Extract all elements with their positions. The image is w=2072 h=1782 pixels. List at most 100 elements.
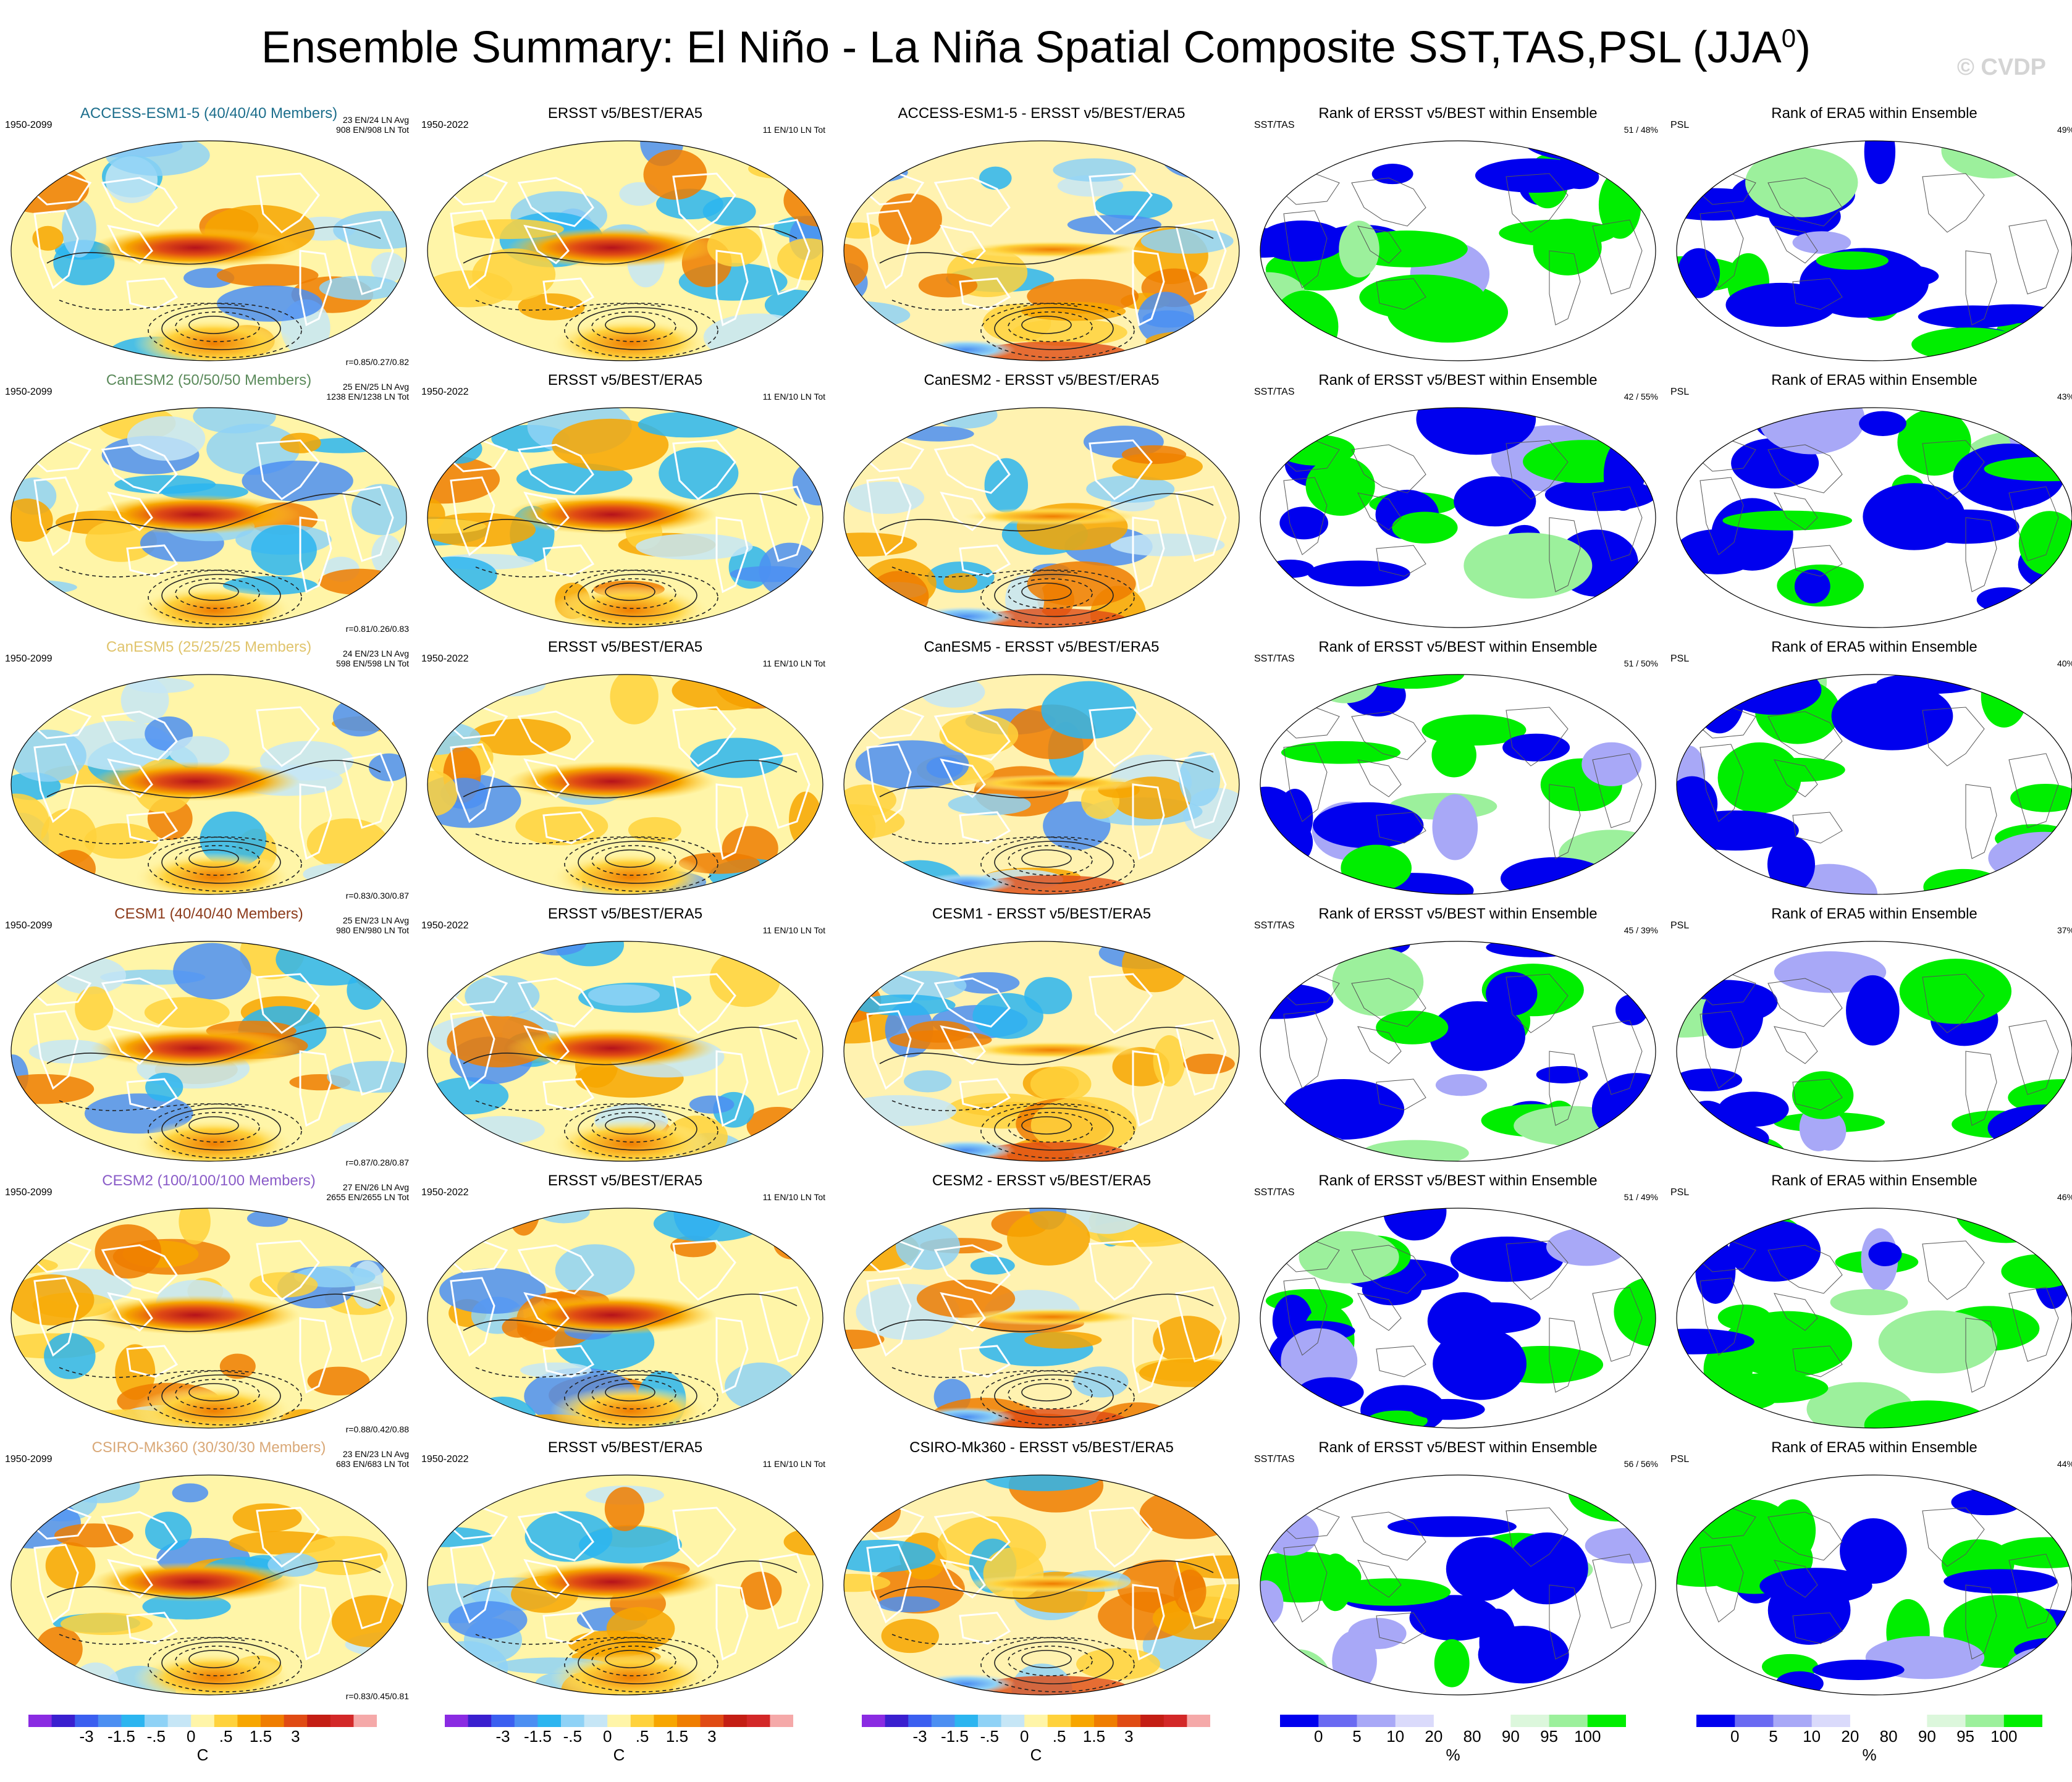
colorbar-swatch — [121, 1715, 145, 1727]
panel-title: CanESM5 (25/25/25 Members) — [106, 639, 312, 655]
panel-left-label: SST/TAS — [1254, 654, 1295, 664]
world-map — [1260, 674, 1656, 895]
panel-title: Rank of ERSST v5/BEST within Ensemble — [1318, 906, 1598, 922]
panel-title: CESM1 (40/40/40 Members) — [114, 906, 303, 922]
colorbar-swatch — [630, 1715, 654, 1727]
panel-left-label: 1950-2022 — [421, 387, 469, 397]
colorbar-swatch — [167, 1715, 192, 1727]
colorbar-tick-label: -1.5 — [940, 1727, 969, 1746]
colorbar-tick-label: 10 — [1803, 1727, 1821, 1746]
colorbar-swatch — [98, 1715, 122, 1727]
colorbar-swatch — [978, 1715, 1002, 1727]
panel-rank-sst-row-3: Rank of ERSST v5/BEST within Ensemble SST… — [1254, 639, 1662, 906]
panel-right-label: 56 / 56% — [1623, 1459, 1658, 1469]
panel-model-row-5: CESM2 (100/100/100 Members) 1950-2099 27 E… — [5, 1172, 413, 1439]
colorbar-swatch — [723, 1715, 748, 1727]
temperature-colorbar-1 — [28, 1715, 377, 1727]
world-map — [843, 140, 1240, 361]
panel-right-label: 45 / 39% — [1623, 925, 1658, 935]
panel-title: Rank of ERA5 within Ensemble — [1771, 105, 1977, 122]
world-map — [843, 674, 1240, 895]
panel-left-label: 1950-2022 — [421, 120, 469, 130]
panel-rank-sst-row-5: Rank of ERSST v5/BEST within Ensemble SST… — [1254, 1172, 1662, 1439]
panel-title: ACCESS-ESM1-5 (40/40/40 Members) — [80, 105, 338, 122]
colorbar-tick-label: 0 — [1730, 1727, 1740, 1746]
colorbar-swatch — [214, 1715, 238, 1727]
event-count-average: 23 EN/23 LN Avg — [342, 1449, 409, 1459]
colorbar-unit: % — [1446, 1746, 1460, 1764]
panel-title: ACCESS-ESM1-5 - ERSST v5/BEST/ERA5 — [898, 105, 1186, 122]
title-superscript: 0 — [1781, 23, 1796, 53]
colorbar-tick-label: -3 — [79, 1727, 94, 1746]
colorbar-swatch — [51, 1715, 75, 1727]
panel-left-label: 1950-2022 — [421, 920, 469, 931]
panel-title: ERSST v5/BEST/ERA5 — [547, 372, 703, 389]
colorbar-tick-label: -3 — [495, 1727, 510, 1746]
world-map — [427, 140, 823, 361]
colorbar-tick-label: 0 — [1019, 1727, 1029, 1746]
panel-diff-row-1: ACCESS-ESM1-5 - ERSST v5/BEST/ERA5 — [838, 105, 1245, 372]
world-map — [843, 941, 1240, 1162]
colorbar-swatch — [1280, 1715, 1319, 1727]
colorbar-swatch — [191, 1715, 215, 1727]
panel-title: Rank of ERSST v5/BEST within Ensemble — [1318, 639, 1598, 655]
event-count-total: 683 EN/683 LN Tot — [335, 1459, 409, 1469]
panel-right-label: 11 EN/10 LN Tot — [762, 1459, 825, 1469]
panel-diff-row-3: CanESM5 - ERSST v5/BEST/ERA5 — [838, 639, 1245, 906]
panel-title: ERSST v5/BEST/ERA5 — [547, 906, 703, 922]
panel-right-label: 51 / 50% — [1623, 658, 1658, 668]
panel-title: Rank of ERA5 within Ensemble — [1771, 639, 1977, 655]
colorbar-swatch — [1357, 1715, 1396, 1727]
colorbar-unit: % — [1862, 1746, 1877, 1764]
panel-title: CESM2 - ERSST v5/BEST/ERA5 — [932, 1172, 1152, 1189]
colorbar-swatch — [862, 1715, 886, 1727]
colorbar-swatch — [908, 1715, 932, 1727]
colorbar-unit: C — [196, 1746, 209, 1764]
panel-right-label: 11 EN/10 LN Tot — [762, 125, 825, 135]
temperature-colorbar-3 — [862, 1715, 1210, 1727]
panel-rank-psl-row-5: Rank of ERA5 within Ensemble PSL 46% — [1670, 1172, 2072, 1439]
title-close: ) — [1796, 23, 1811, 72]
colorbar-swatch — [2003, 1715, 2042, 1727]
panel-left-label: PSL — [1670, 920, 1690, 931]
panel-rank-sst-row-4: Rank of ERSST v5/BEST within Ensemble SST… — [1254, 906, 1662, 1172]
panel-title: Rank of ERA5 within Ensemble — [1771, 906, 1977, 922]
colorbar-tick-label: 5 — [1352, 1727, 1362, 1746]
colorbar-swatch — [1395, 1715, 1434, 1727]
panel-right-label: 23 EN/24 LN Avg 908 EN/908 LN Tot — [336, 115, 409, 135]
colorbar-swatch — [1773, 1715, 1813, 1727]
colorbar-swatch — [28, 1715, 53, 1727]
panel-model-row-4: CESM1 (40/40/40 Members) 1950-2099 25 EN/2… — [5, 906, 413, 1172]
panel-left-label: SST/TAS — [1254, 920, 1295, 931]
colorbar-swatch — [491, 1715, 515, 1727]
panel-title: CanESM5 - ERSST v5/BEST/ERA5 — [924, 639, 1160, 655]
colorbar-tick-label: 100 — [1990, 1727, 2018, 1746]
colorbar-unit: C — [1030, 1746, 1042, 1764]
colorbar-tick-label: 0 — [1313, 1727, 1323, 1746]
rank-colorbar-2 — [1696, 1715, 2042, 1727]
panel-left-label: SST/TAS — [1254, 120, 1295, 130]
colorbar-tick-label: 1.5 — [665, 1727, 689, 1746]
colorbar-tick-label: 20 — [1841, 1727, 1859, 1746]
world-map — [1260, 941, 1656, 1162]
panel-right-label: 11 EN/10 LN Tot — [762, 925, 825, 935]
colorbar-tick-label: .5 — [635, 1727, 649, 1746]
colorbar-tick-label: -.5 — [980, 1727, 999, 1746]
colorbar-swatch — [261, 1715, 285, 1727]
panel-left-label: SST/TAS — [1254, 387, 1295, 397]
colorbar-tick-label: 20 — [1425, 1727, 1443, 1746]
panel-obs-row-3: ERSST v5/BEST/ERA5 1950-2022 11 EN/10 LN T… — [421, 639, 829, 906]
panel-left-label: PSL — [1670, 1187, 1690, 1198]
world-map — [843, 407, 1240, 628]
figure-title: Ensemble Summary: El Niño - La Niña Spat… — [0, 22, 2072, 73]
world-map — [1260, 1208, 1656, 1429]
colorbar-swatch — [1889, 1715, 1927, 1727]
colorbar-tick-label: 95 — [1540, 1727, 1559, 1746]
world-map — [11, 674, 407, 895]
pattern-correlation: r=0.83/0.30/0.87 — [345, 891, 409, 901]
panel-right-label: 11 EN/10 LN Tot — [762, 392, 825, 401]
colorbar-swatch — [237, 1715, 261, 1727]
panel-obs-row-4: ERSST v5/BEST/ERA5 1950-2022 11 EN/10 LN T… — [421, 906, 829, 1172]
world-map — [427, 941, 823, 1162]
panel-title: Rank of ERSST v5/BEST within Ensemble — [1318, 105, 1598, 122]
